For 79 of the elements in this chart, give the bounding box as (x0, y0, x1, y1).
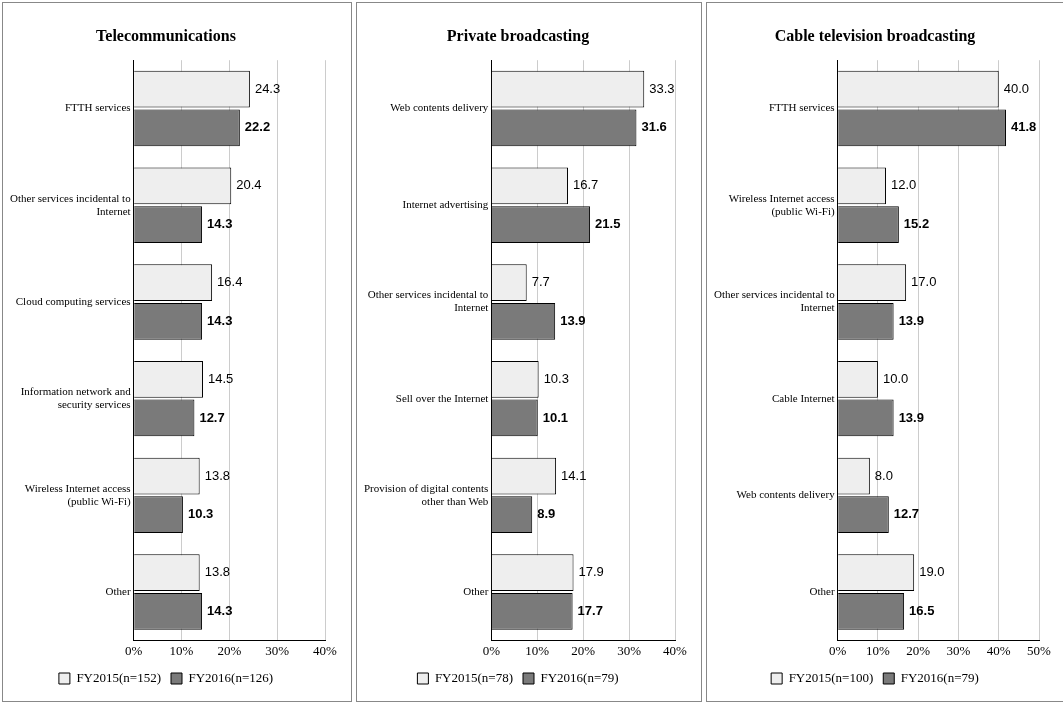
data-label: 7.7 (531, 274, 550, 290)
x-tick-label: 30% (265, 642, 290, 658)
y-tick-label: Wireless Internet access (public Wi-Fi) (728, 191, 835, 218)
x-tick-label: 20% (571, 642, 596, 658)
legend-label: FY2015(n=78) (434, 669, 513, 685)
data-label: 8.9 (537, 506, 556, 522)
data-label: 13.8 (204, 564, 230, 580)
legend-label: FY2016(n=79) (900, 669, 979, 685)
data-label: 13.9 (560, 312, 586, 328)
data-label: 24.3 (254, 80, 281, 96)
y-tick-label: Sell over the Internet (395, 391, 489, 404)
x-tick-label: 20% (217, 642, 242, 658)
data-label: 10.0 (882, 370, 909, 386)
y-tick-label: Web contents delivery (736, 488, 836, 501)
data-label: 16.7 (573, 177, 599, 193)
chart-title: Cable television broadcasting (774, 26, 976, 45)
data-label: 17.9 (578, 564, 604, 580)
y-tick-label: Other services incidental to Internet (713, 288, 836, 314)
x-tick-label: 50% (1027, 642, 1052, 658)
x-tick-label: 40% (663, 642, 688, 658)
data-label: 8.0 (874, 467, 893, 483)
y-tick-label: Other services incidental to Internet (367, 288, 489, 314)
data-label: 33.3 (649, 80, 675, 96)
y-tick-label: Wireless Internet access (public Wi-Fi) (24, 481, 131, 508)
x-tick-label: 10% (169, 642, 194, 658)
legend-label: FY2015(n=100) (788, 669, 874, 685)
data-label: 13.8 (204, 467, 230, 483)
x-tick-label: 0% (124, 642, 143, 658)
data-label: 14.5 (208, 370, 234, 386)
y-tick-label: Internet advertising (402, 198, 489, 211)
data-label: 10.3 (543, 370, 569, 386)
y-tick-label: FTTH services (768, 101, 835, 114)
x-tick-label: 40% (313, 642, 338, 658)
data-label: 12.7 (893, 506, 920, 522)
x-tick-label: 40% (986, 642, 1011, 658)
y-tick-label: Other services incidental to Internet (9, 191, 132, 217)
data-label: 31.6 (641, 119, 667, 135)
data-label: 21.5 (595, 216, 621, 232)
data-label: 20.4 (236, 177, 262, 193)
data-label: 12.0 (890, 177, 917, 193)
y-tick-label: Provision of digital contents other than Web (363, 481, 489, 507)
x-tick-label: 20% (906, 642, 931, 658)
chart-title: Telecommunications (96, 26, 236, 44)
data-label: 14.3 (207, 216, 233, 232)
data-label: 22.2 (244, 119, 271, 135)
data-label: 10.3 (187, 506, 214, 522)
y-tick-label: FTTH services (64, 101, 131, 114)
y-tick-label: Web contents delivery (390, 101, 489, 114)
chart-title: Private broadcasting (446, 26, 590, 45)
data-label: 14.3 (207, 312, 233, 328)
x-tick-label: 0% (482, 642, 501, 658)
data-label: 16.4 (217, 274, 243, 290)
data-label: 13.9 (898, 312, 924, 328)
data-label: 17.7 (577, 602, 603, 618)
legend-label: FY2015(n=152) (76, 669, 161, 685)
data-label: 16.5 (909, 602, 935, 618)
data-label: 15.2 (903, 216, 930, 232)
x-tick-label: 10% (866, 642, 890, 658)
y-tick-label: Cable Internet (772, 391, 835, 404)
x-tick-label: 0% (828, 642, 847, 658)
y-tick-label: Cloud computing services (15, 294, 131, 307)
x-tick-label: 10% (525, 642, 550, 658)
data-label: 40.0 (1003, 80, 1030, 96)
y-tick-label: Other (809, 584, 835, 597)
x-tick-label: 30% (617, 642, 642, 658)
data-label: 19.0 (919, 564, 945, 580)
data-label: 12.7 (199, 409, 225, 425)
y-tick-label: Other (105, 584, 131, 597)
legend-label: FY2016(n=79) (540, 669, 619, 685)
data-label: 17.0 (911, 274, 937, 290)
data-label: 14.3 (207, 602, 233, 618)
legend-label: FY2016(n=126) (188, 669, 274, 685)
data-label: 10.1 (542, 409, 569, 425)
data-label: 41.8 (1010, 119, 1037, 135)
data-label: 13.9 (898, 409, 924, 425)
y-tick-label: Information network and security services (20, 384, 132, 411)
x-tick-label: 30% (946, 642, 971, 658)
y-tick-label: Other (463, 584, 489, 597)
data-label: 14.1 (561, 467, 587, 483)
